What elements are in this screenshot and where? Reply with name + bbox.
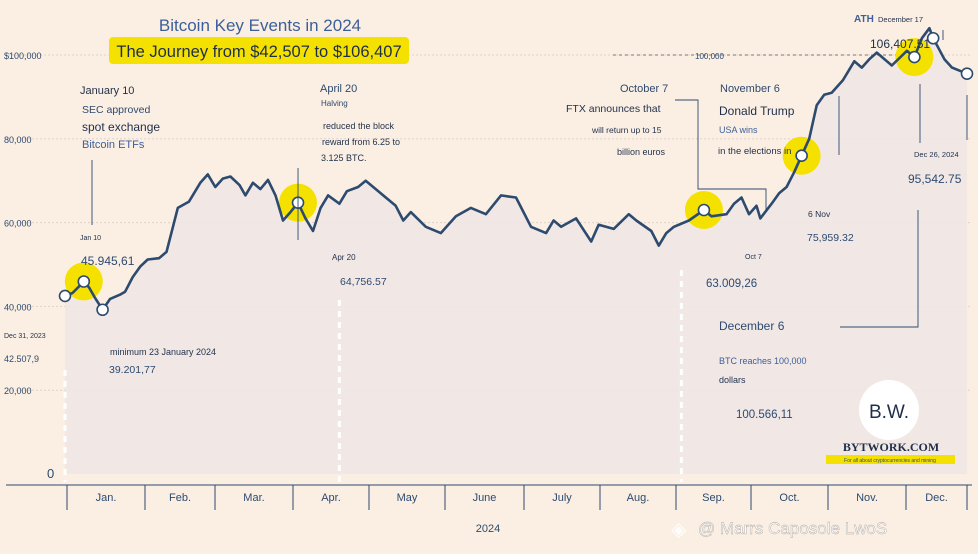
- brand-tagline: For all about cryptocurrencies and minin…: [844, 458, 936, 464]
- brand-tagline-bar: [826, 455, 955, 464]
- y-tick-label: 60,000: [4, 219, 32, 229]
- annotation-apr20-value: 64,756.57: [340, 276, 387, 288]
- chart-title: Bitcoin Key Events in 2024: [159, 16, 361, 35]
- annotation-nov6-short: 6 Nov: [808, 209, 831, 219]
- x-tick-label: Dec.: [925, 492, 948, 504]
- x-tick-label: Apr.: [321, 492, 341, 504]
- annotation-apr20-short: Apr 20: [332, 253, 356, 262]
- annotation-nov6-line3: in the elections in: [718, 146, 791, 157]
- annotation-dec6-line2: dollars: [719, 375, 746, 385]
- y-tick-label: 80,000: [4, 135, 32, 145]
- x-tick-label: May: [397, 492, 418, 504]
- x-tick-label: Feb.: [169, 492, 191, 504]
- price-series-line: [64, 26, 968, 311]
- price-area-fill: [65, 28, 967, 474]
- watermark-text: @ Marrs Caposole LwoS: [698, 519, 887, 538]
- annotation-apr20-date: April 20: [320, 83, 357, 95]
- y-tick-label: 20,000: [4, 386, 32, 396]
- x-tick-label: Jan.: [96, 492, 117, 504]
- x-tick-label: Oct.: [779, 492, 799, 504]
- brand-logo: B.W. BYTWORK.COM For all about cryptocur…: [826, 380, 955, 464]
- y-tick-label: 0: [47, 466, 54, 481]
- annotation-start-value: 42.507,9: [4, 354, 39, 364]
- annotation-oct7-date: October 7: [620, 83, 668, 95]
- data-point: [926, 31, 940, 45]
- annotation-jan10-date: January 10: [80, 85, 134, 97]
- annotation-dec26-value: 95,542.75: [908, 172, 962, 186]
- data-point: [960, 67, 974, 80]
- annotation-ath-ref: 100,000: [695, 52, 724, 61]
- annotation-dec26-date: Dec 26, 2024: [914, 150, 959, 159]
- annotation-apr20-sub: Halving: [321, 99, 348, 108]
- annotation-oct7-line3: billion euros: [617, 147, 666, 157]
- annotation-nov6-line1: Donald Trump: [719, 104, 795, 118]
- x-tick-label: Nov.: [856, 492, 878, 504]
- data-point: [96, 303, 109, 317]
- annotation-dec6-date: December 6: [719, 319, 785, 333]
- annotation-dec6-value: 100.566,11: [736, 409, 793, 421]
- x-tick-label: July: [552, 492, 572, 504]
- annotation-ath-value: 106,407.51: [870, 37, 930, 51]
- annotation-jan10-line3: Bitcoin ETFs: [82, 139, 145, 151]
- data-point: [795, 149, 808, 163]
- watermark: ◈ @ Marrs Caposole LwoS: [671, 519, 887, 541]
- annotation-oct7-line1: FTX announces that: [566, 103, 661, 115]
- y-tick-label: $100,000: [4, 51, 42, 61]
- brand-monogram-circle: [859, 380, 919, 440]
- annotation-nov6-value: 75,959.32: [807, 232, 854, 244]
- annotation-ath-label: ATH: [854, 14, 874, 25]
- annotation-apr20-line2: reward from 6.25 to: [322, 137, 400, 147]
- data-point: [908, 50, 921, 64]
- watermark-icon: ◈: [671, 519, 687, 541]
- chart-subtitle: The Journey from $42,507 to $106,407: [116, 43, 401, 61]
- brand-monogram: B.W.: [869, 402, 909, 423]
- connector-dec6: [840, 210, 919, 328]
- subtitle-highlight: [109, 37, 409, 64]
- annotation-apr20-line3: 3.125 BTC.: [321, 153, 367, 163]
- annotation-ath-date: December 17: [878, 15, 923, 24]
- y-tick-label: 40,000: [4, 302, 32, 312]
- x-tick-label: Mar.: [243, 492, 264, 504]
- annotation-jan10-short: Jan 10: [80, 235, 101, 242]
- data-point: [697, 203, 711, 217]
- annotation-dec6-line1: BTC reaches 100,000: [719, 356, 807, 366]
- data-point: [58, 289, 72, 303]
- annotation-jan10-line1: SEC approved: [82, 104, 150, 116]
- annotation-oct7-short: Oct 7: [745, 254, 762, 261]
- x-tick-label: Aug.: [627, 492, 650, 504]
- data-point: [77, 275, 91, 288]
- annotation-jan10-value: 45.945,61: [81, 254, 135, 268]
- annotation-start-date: Dec 31, 2023: [4, 333, 46, 340]
- annotation-apr20-line1: reduced the block: [323, 121, 395, 131]
- connector-oct7: [675, 99, 767, 212]
- annotation-nov6-date: November 6: [720, 83, 780, 95]
- annotation-min-value: 39.201,77: [109, 364, 156, 376]
- annotation-oct7-value: 63.009,26: [706, 278, 757, 290]
- annotation-oct7-line2: will return up to 15: [591, 125, 662, 135]
- brand-name: BYTWORK.COM: [843, 440, 939, 454]
- x-axis-label: 2024: [476, 523, 500, 535]
- x-tick-label: Sep.: [702, 492, 725, 504]
- annotation-min-label: minimum 23 January 2024: [110, 347, 216, 357]
- x-tick-label: June: [473, 492, 497, 504]
- annotation-jan10-line2: spot exchange: [82, 120, 160, 134]
- annotation-nov6-line2: USA wins: [719, 125, 758, 135]
